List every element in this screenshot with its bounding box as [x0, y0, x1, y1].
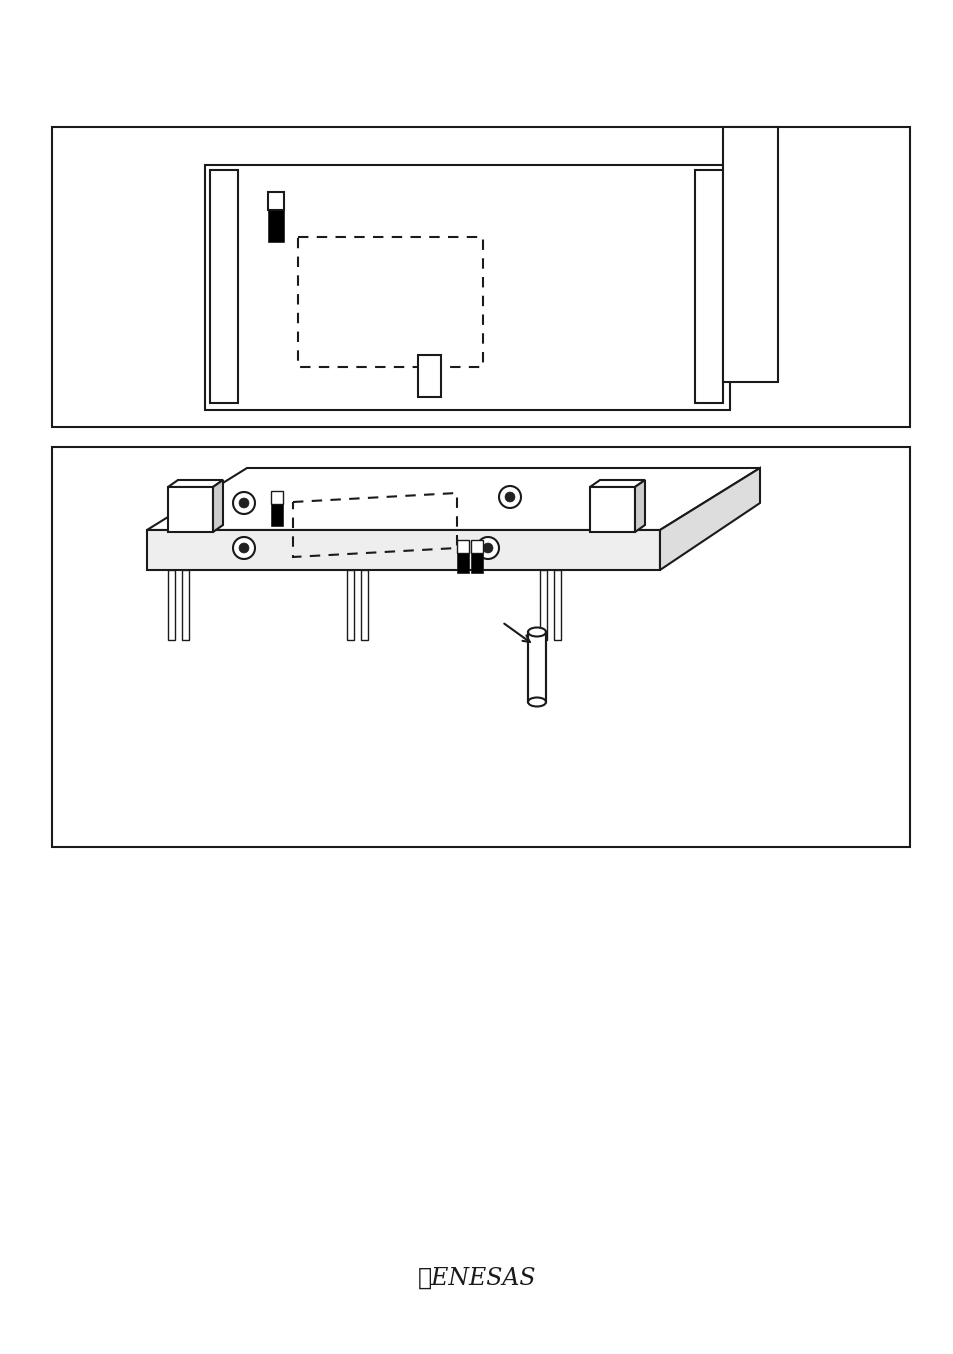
Circle shape [482, 543, 493, 552]
Circle shape [504, 492, 515, 502]
Bar [271, 492, 283, 504]
Polygon shape [213, 481, 223, 532]
Polygon shape [168, 487, 213, 532]
Circle shape [498, 486, 520, 508]
Bar [456, 540, 469, 552]
Bar [360, 570, 368, 640]
Polygon shape [147, 468, 760, 529]
Bar [722, 127, 778, 382]
Bar [539, 570, 546, 640]
Polygon shape [589, 487, 635, 532]
Bar [471, 552, 482, 573]
Bar [471, 540, 482, 552]
Circle shape [239, 498, 249, 508]
Polygon shape [168, 481, 223, 487]
Bar [456, 552, 469, 573]
Bar [205, 165, 729, 410]
Text: ℛENESAS: ℛENESAS [417, 1266, 536, 1289]
Polygon shape [147, 529, 659, 570]
Bar [268, 210, 284, 242]
Bar [554, 570, 560, 640]
Bar [52, 447, 909, 848]
Polygon shape [635, 481, 644, 532]
Circle shape [233, 492, 254, 515]
Circle shape [233, 538, 254, 559]
Circle shape [239, 543, 249, 552]
Bar [52, 127, 909, 427]
Bar [182, 570, 189, 640]
Ellipse shape [527, 627, 545, 636]
Bar [210, 171, 237, 403]
Ellipse shape [527, 697, 545, 707]
Circle shape [476, 538, 498, 559]
Bar [527, 632, 545, 701]
Bar [268, 192, 284, 210]
Bar [297, 237, 482, 367]
Bar [271, 504, 283, 525]
Bar [695, 171, 722, 403]
Bar [417, 355, 440, 397]
Bar [168, 570, 174, 640]
Polygon shape [659, 468, 760, 570]
Bar [347, 570, 354, 640]
Polygon shape [589, 481, 644, 487]
